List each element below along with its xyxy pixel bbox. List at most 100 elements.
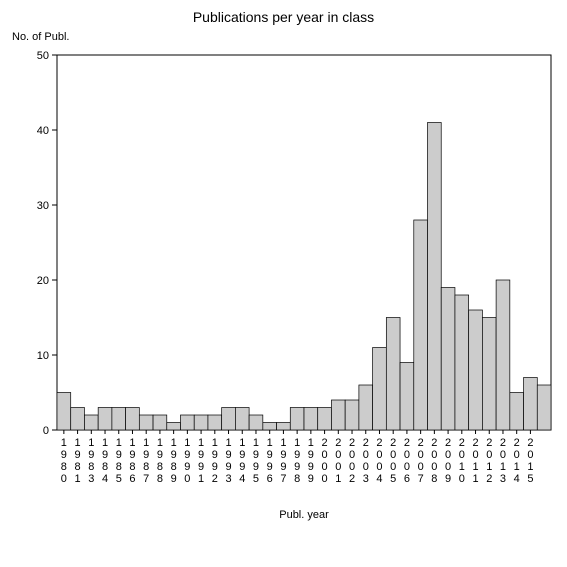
chart-container: Publications per year in classNo. of Pub… — [0, 0, 567, 567]
x-tick-char: 0 — [376, 449, 382, 461]
x-tick-char: 9 — [102, 449, 108, 461]
x-tick-char: 9 — [184, 449, 190, 461]
x-tick-char: 0 — [335, 449, 341, 461]
x-tick-char: 2 — [418, 437, 424, 449]
bar — [126, 408, 140, 431]
x-tick-char: 9 — [239, 449, 245, 461]
bar — [153, 415, 167, 430]
x-tick-char: 1 — [198, 473, 204, 485]
x-tick-char: 9 — [280, 461, 286, 473]
x-tick-char: 9 — [253, 449, 259, 461]
x-tick-char: 9 — [308, 473, 314, 485]
x-tick-char: 5 — [390, 473, 396, 485]
x-tick-char: 3 — [363, 473, 369, 485]
bar — [84, 415, 98, 430]
bar — [208, 415, 222, 430]
x-tick-char: 9 — [280, 449, 286, 461]
x-tick-char: 8 — [88, 461, 94, 473]
x-tick-char: 8 — [294, 473, 300, 485]
x-tick-char: 6 — [129, 473, 135, 485]
x-tick-char: 1 — [294, 437, 300, 449]
x-tick-char: 9 — [294, 449, 300, 461]
x-tick-char: 2 — [486, 473, 492, 485]
x-tick-char: 0 — [459, 449, 465, 461]
x-tick-char: 9 — [171, 449, 177, 461]
x-tick-char: 1 — [184, 437, 190, 449]
bar — [345, 400, 359, 430]
x-tick-char: 2 — [212, 473, 218, 485]
x-tick-char: 2 — [322, 437, 328, 449]
x-tick-char: 9 — [253, 461, 259, 473]
bar — [181, 415, 195, 430]
x-axis-label: Publ. year — [279, 509, 329, 521]
x-tick-char: 8 — [157, 473, 163, 485]
x-tick-char: 8 — [157, 461, 163, 473]
bar — [98, 408, 112, 431]
x-tick-char: 9 — [308, 461, 314, 473]
x-tick-char: 8 — [171, 461, 177, 473]
x-tick-char: 1 — [472, 461, 478, 473]
x-tick-char: 0 — [445, 449, 451, 461]
x-tick-char: 2 — [500, 437, 506, 449]
y-tick-label: 50 — [37, 50, 49, 62]
bar — [112, 408, 126, 431]
x-tick-char: 9 — [129, 449, 135, 461]
x-tick-char: 0 — [322, 449, 328, 461]
x-tick-char: 9 — [88, 449, 94, 461]
bar — [139, 415, 153, 430]
bar — [194, 415, 208, 430]
bar — [469, 310, 483, 430]
chart-title: Publications per year in class — [193, 9, 374, 25]
x-tick-char: 2 — [349, 437, 355, 449]
bar — [290, 408, 304, 431]
x-tick-char: 1 — [308, 437, 314, 449]
x-tick-char: 0 — [404, 461, 410, 473]
x-tick-char: 0 — [445, 461, 451, 473]
x-tick-char: 0 — [349, 449, 355, 461]
bar — [482, 318, 496, 431]
x-tick-char: 9 — [445, 473, 451, 485]
x-tick-char: 0 — [335, 461, 341, 473]
x-tick-char: 0 — [514, 449, 520, 461]
bar — [373, 348, 387, 431]
x-tick-char: 1 — [157, 437, 163, 449]
x-tick-char: 0 — [363, 461, 369, 473]
bar — [249, 415, 263, 430]
x-tick-char: 9 — [116, 449, 122, 461]
x-tick-char: 0 — [431, 461, 437, 473]
x-tick-char: 1 — [486, 461, 492, 473]
x-tick-char: 9 — [171, 473, 177, 485]
x-tick-char: 0 — [527, 449, 533, 461]
x-tick-char: 0 — [349, 461, 355, 473]
bar — [386, 318, 400, 431]
x-tick-char: 9 — [143, 449, 149, 461]
x-tick-char: 1 — [143, 437, 149, 449]
bar — [167, 423, 181, 431]
x-tick-char: 4 — [376, 473, 382, 485]
x-tick-char: 1 — [102, 437, 108, 449]
x-tick-char: 1 — [253, 437, 259, 449]
y-tick-label: 30 — [37, 200, 49, 212]
x-tick-char: 0 — [418, 449, 424, 461]
y-tick-label: 0 — [43, 425, 49, 437]
x-tick-char: 1 — [171, 437, 177, 449]
x-tick-char: 7 — [418, 473, 424, 485]
x-tick-char: 0 — [390, 449, 396, 461]
x-tick-char: 1 — [500, 461, 506, 473]
x-tick-char: 1 — [239, 437, 245, 449]
x-tick-char: 8 — [102, 461, 108, 473]
x-tick-char: 2 — [363, 437, 369, 449]
y-tick-label: 40 — [37, 125, 49, 137]
x-tick-char: 2 — [514, 437, 520, 449]
x-tick-char: 1 — [198, 437, 204, 449]
bar — [359, 385, 373, 430]
x-tick-char: 1 — [88, 437, 94, 449]
x-tick-char: 1 — [75, 473, 81, 485]
x-tick-char: 1 — [280, 437, 286, 449]
x-tick-char: 2 — [472, 437, 478, 449]
x-tick-char: 2 — [404, 437, 410, 449]
x-tick-char: 1 — [129, 437, 135, 449]
x-tick-char: 9 — [212, 449, 218, 461]
x-tick-char: 1 — [472, 473, 478, 485]
x-tick-char: 1 — [514, 461, 520, 473]
